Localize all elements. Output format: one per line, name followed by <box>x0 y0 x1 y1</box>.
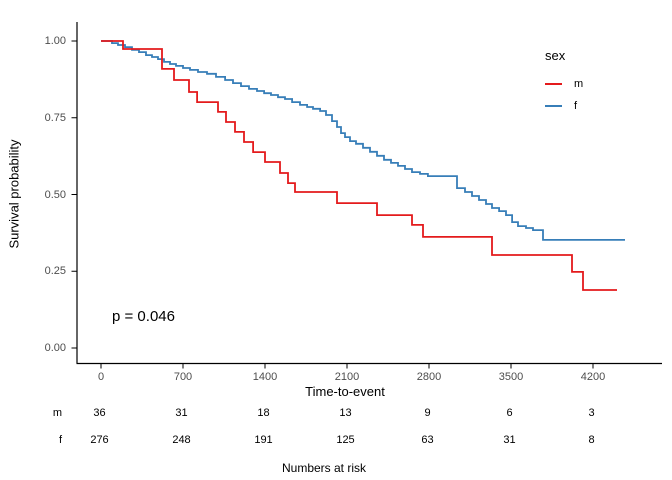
x-tick-label: 2800 <box>416 371 442 383</box>
legend-key-line-f <box>545 105 562 107</box>
risk-value: 276 <box>90 434 109 446</box>
legend-key-line-m <box>545 83 562 85</box>
risk-value: 191 <box>254 434 273 446</box>
y-tick-label: 0.75 <box>44 111 66 124</box>
y-tick-label: 0.50 <box>44 188 66 201</box>
legend-item-label: m <box>574 78 584 90</box>
legend-item-label: f <box>574 100 578 112</box>
risk-value: 18 <box>257 407 270 419</box>
risk-value: 36 <box>93 407 106 419</box>
x-tick-label: 4200 <box>580 371 606 383</box>
y-tick-label: 0.25 <box>44 265 66 278</box>
x-tick-label: 1400 <box>252 371 278 383</box>
legend-item-m: m <box>545 73 583 95</box>
y-tick-label: 1.00 <box>44 35 66 47</box>
risk-value: 125 <box>336 434 355 446</box>
risk-value: 6 <box>506 407 513 419</box>
x-tick-label: 2100 <box>334 371 360 383</box>
risk-value: 31 <box>175 407 188 419</box>
legend: sex m f <box>545 48 583 117</box>
risk-row-label-m: m <box>52 407 62 419</box>
legend-title: sex <box>545 48 566 63</box>
risk-value: 9 <box>424 407 431 419</box>
x-tick-label: 700 <box>173 371 193 383</box>
tick-marks <box>71 40 594 369</box>
p-value-annotation: p = 0.046 <box>112 308 175 325</box>
survival-curve-f <box>101 40 625 241</box>
risk-value: 31 <box>503 434 516 446</box>
risk-value: 8 <box>588 434 595 446</box>
risk-value: 248 <box>172 434 191 446</box>
risk-value: 3 <box>588 407 595 419</box>
legend-item-f: f <box>545 95 583 117</box>
x-tick-label: 3500 <box>498 371 524 383</box>
x-tick-label: 0 <box>97 371 105 383</box>
risk-row-label-f: f <box>58 434 62 446</box>
risk-value: 13 <box>339 407 352 419</box>
axis-lines <box>76 22 662 365</box>
risk-table-caption: Numbers at risk <box>281 461 367 475</box>
risk-value: 63 <box>421 434 434 446</box>
survival-curves <box>101 40 625 291</box>
survival-curve-m <box>101 40 617 291</box>
y-tick-label: 0.00 <box>44 342 66 354</box>
x-axis-title: Time-to-event <box>305 384 385 399</box>
